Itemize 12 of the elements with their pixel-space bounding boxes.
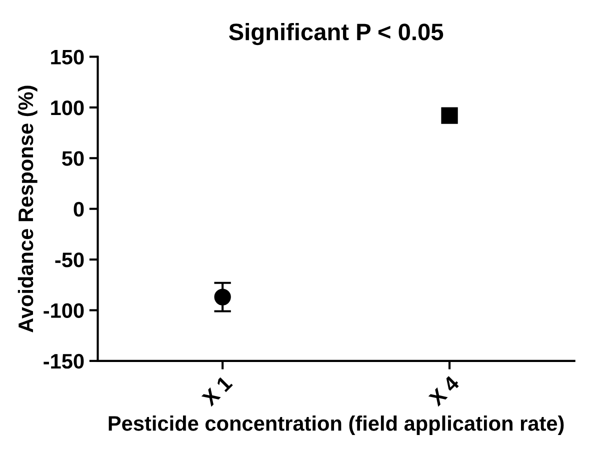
x-tick-label: X 4	[428, 374, 460, 407]
y-tick-label: 150	[51, 50, 84, 65]
y-tick-label: -150	[44, 354, 84, 369]
x-axis-title: Pesticide concentration (field application rate)	[108, 416, 564, 435]
chart-title: Significant P < 0.05	[229, 22, 444, 46]
y-tick-label: 50	[62, 151, 84, 166]
y-tick-label: -50	[55, 252, 84, 268]
y-tick-label: -100	[44, 303, 84, 318]
y-tick-label: 100	[51, 100, 84, 116]
y-tick-label: 0	[74, 202, 84, 217]
y-axis-title: Avoidance Response (%)	[18, 86, 38, 332]
x-tick-label: X 1	[201, 375, 233, 407]
